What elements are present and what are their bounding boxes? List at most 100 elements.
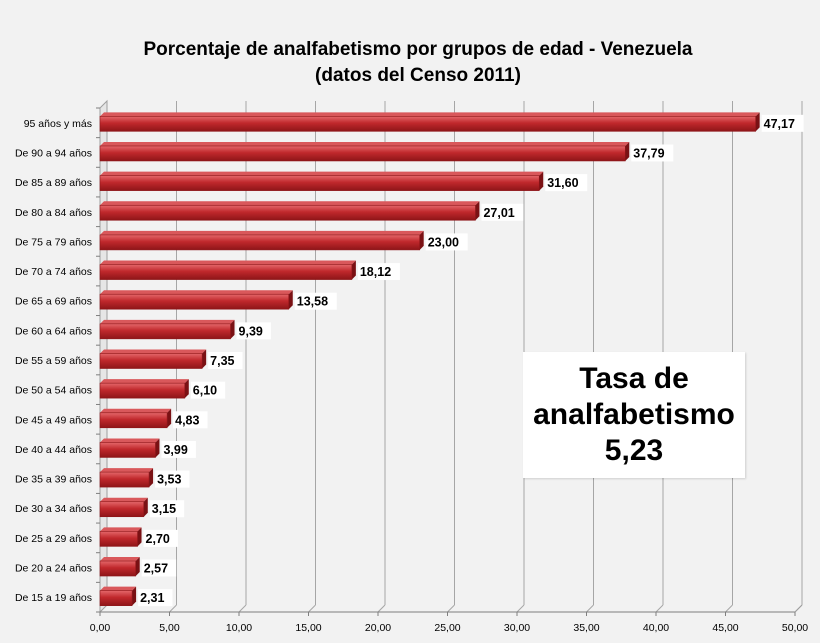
bar bbox=[99, 442, 156, 458]
data-label-background bbox=[141, 559, 177, 577]
data-label-background bbox=[357, 263, 400, 281]
gridline-floor bbox=[377, 604, 386, 613]
data-label: 2,31 bbox=[140, 591, 164, 605]
data-label: 3,15 bbox=[152, 502, 176, 516]
bar-side-face bbox=[755, 112, 760, 132]
category-label: De 75 a 79 años bbox=[15, 236, 92, 248]
data-label-background bbox=[481, 203, 524, 221]
data-label-background bbox=[173, 411, 208, 429]
data-label: 27,01 bbox=[483, 206, 514, 220]
bar-top-face bbox=[100, 349, 207, 354]
bar bbox=[99, 175, 540, 191]
bar bbox=[99, 234, 421, 251]
x-tick-label: 35,00 bbox=[573, 622, 599, 634]
bar bbox=[99, 471, 150, 488]
bar-top-face bbox=[100, 438, 160, 443]
bar-top-face bbox=[100, 319, 235, 324]
bar-top-face bbox=[100, 171, 544, 176]
data-label-background bbox=[236, 322, 271, 340]
category-label: De 80 a 84 años bbox=[15, 207, 92, 219]
bar-side-face bbox=[184, 379, 189, 399]
bar-side-face bbox=[132, 586, 137, 606]
bar-top-face bbox=[100, 141, 630, 146]
data-label-background bbox=[631, 144, 674, 162]
gridline-floor bbox=[169, 604, 177, 613]
data-label: 13,58 bbox=[297, 295, 328, 309]
data-label: 2,57 bbox=[144, 562, 168, 576]
bar-top-face bbox=[100, 468, 154, 473]
callout-line-3: 5,23 bbox=[604, 434, 664, 467]
bar-top-face bbox=[100, 379, 189, 384]
data-label-background bbox=[425, 233, 468, 251]
x-tick-label: 15,00 bbox=[295, 622, 321, 634]
bar-side-face bbox=[143, 497, 148, 517]
category-label: 95 años y más bbox=[24, 118, 92, 130]
bar-top-face bbox=[100, 112, 760, 117]
bar-top-face bbox=[100, 408, 172, 413]
bar-side-face bbox=[625, 141, 630, 161]
bar bbox=[99, 531, 138, 547]
category-label: De 55 a 59 años bbox=[15, 355, 92, 367]
plot-area: 0,00 5,00 10,00 15,00 20,00 25,00 30,00 35,00 40… bbox=[15, 99, 808, 634]
bar-side-face bbox=[135, 557, 140, 577]
bar-top-face bbox=[100, 497, 148, 502]
bar-side-face bbox=[288, 290, 293, 310]
callout-line-1: Tasa de bbox=[579, 362, 689, 395]
bar bbox=[99, 116, 756, 132]
data-label-background bbox=[143, 529, 178, 547]
gridline-floor bbox=[725, 604, 733, 613]
bar-top-face bbox=[100, 586, 137, 591]
bar bbox=[99, 353, 203, 369]
bar-top-face bbox=[100, 201, 480, 206]
data-label-background bbox=[208, 352, 243, 369]
gridline-floor bbox=[238, 604, 247, 613]
bar-top-face bbox=[100, 557, 140, 562]
category-label: De 15 a 19 años bbox=[15, 592, 92, 604]
bar-side-face bbox=[419, 230, 424, 250]
data-label-background bbox=[155, 470, 190, 488]
data-label: 3,99 bbox=[163, 443, 187, 457]
data-label: 23,00 bbox=[428, 235, 459, 249]
data-label: 18,12 bbox=[360, 265, 391, 279]
x-axis-corner bbox=[794, 604, 803, 613]
bar-side-face bbox=[167, 408, 172, 428]
x-tick-label: 20,00 bbox=[365, 622, 391, 634]
data-label: 47,17 bbox=[764, 117, 795, 131]
category-label: De 30 a 34 años bbox=[15, 503, 92, 515]
category-label: De 35 a 39 años bbox=[15, 474, 92, 486]
data-label: 2,70 bbox=[146, 532, 170, 546]
data-label: 37,79 bbox=[633, 146, 664, 160]
data-label: 4,83 bbox=[175, 413, 199, 427]
bar bbox=[99, 204, 476, 221]
x-tick-label: 0,00 bbox=[90, 622, 111, 634]
chart-title-line-1: Porcentaje de analfabetismo por grupos d… bbox=[143, 39, 692, 60]
category-label: De 50 a 54 años bbox=[15, 385, 92, 397]
category-label: De 20 a 24 años bbox=[15, 563, 92, 575]
x-tick-label: 5,00 bbox=[159, 622, 180, 634]
category-label: De 40 a 44 años bbox=[15, 444, 92, 456]
bar-side-face bbox=[230, 319, 235, 339]
bar-side-face bbox=[202, 349, 207, 369]
category-label: De 45 a 49 años bbox=[15, 414, 92, 426]
data-label: 6,10 bbox=[193, 384, 217, 398]
data-label-background bbox=[138, 589, 173, 607]
bar-top-face bbox=[100, 260, 356, 265]
data-label: 9,39 bbox=[239, 324, 263, 338]
bar bbox=[99, 293, 290, 310]
x-tick-label: 30,00 bbox=[504, 622, 530, 634]
x-tick-label: 10,00 bbox=[226, 622, 252, 634]
category-label: De 60 a 64 años bbox=[15, 325, 92, 337]
gridline-floor bbox=[586, 604, 594, 613]
bar bbox=[99, 412, 168, 429]
data-label-background bbox=[161, 440, 196, 458]
x-tick-label: 40,00 bbox=[643, 622, 669, 634]
category-label: De 70 a 74 años bbox=[15, 266, 92, 278]
gridline-floor bbox=[655, 604, 664, 613]
data-label: 31,60 bbox=[547, 176, 578, 190]
bar-side-face bbox=[155, 438, 160, 458]
plot-background bbox=[100, 101, 802, 612]
bar bbox=[99, 145, 626, 162]
data-label: 3,53 bbox=[157, 473, 181, 487]
data-label-background bbox=[149, 500, 185, 518]
